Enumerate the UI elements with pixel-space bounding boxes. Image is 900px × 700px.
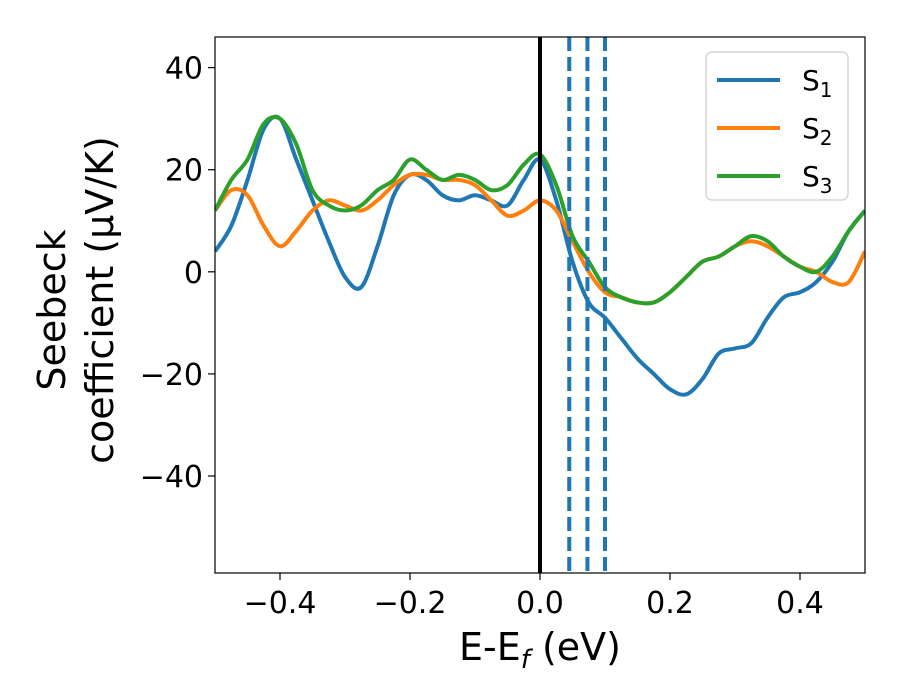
y-tick-label: 0 xyxy=(184,256,203,291)
y-axis: 40 20 0 −20 −40 xyxy=(140,52,215,495)
y-tick-label: 40 xyxy=(165,52,203,87)
legend-label-s1: S1 xyxy=(802,64,833,102)
legend-label-s2: S2 xyxy=(802,112,833,150)
x-axis: −0.4 −0.2 0.0 0.2 0.4 xyxy=(244,573,824,621)
y-axis-label-line1: Seebeck xyxy=(30,229,74,390)
legend: S1 S2 S3 xyxy=(705,51,849,201)
vline-layer xyxy=(538,37,607,573)
y-tick-label: 20 xyxy=(165,154,203,189)
x-tick-label: 0.2 xyxy=(646,586,694,621)
y-tick-label: −20 xyxy=(140,358,203,393)
y-axis-label-line2: coefficient (μV/K) xyxy=(78,136,122,464)
x-tick-label: 0.4 xyxy=(776,586,824,621)
x-tick-label: −0.4 xyxy=(244,586,317,621)
x-axis-label: E-Ef (eV) xyxy=(459,625,621,675)
legend-label-s3: S3 xyxy=(802,160,833,198)
y-tick-label: −40 xyxy=(140,460,203,495)
x-tick-label: −0.2 xyxy=(374,586,447,621)
x-tick-label: 0.0 xyxy=(516,586,564,621)
